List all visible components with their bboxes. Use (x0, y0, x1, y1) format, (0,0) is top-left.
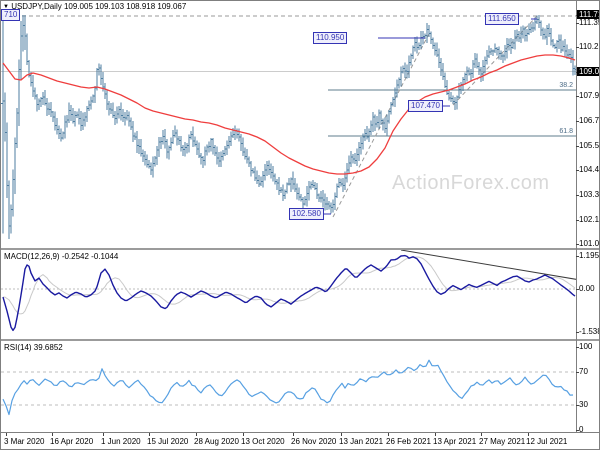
price-annotation-label[interactable]: 111.650 (485, 13, 519, 25)
price-bars (1, 15, 576, 239)
price-scale-tick (576, 146, 579, 147)
price-scale-label: 111.350 (579, 18, 599, 27)
date-scale-label: 26 Feb 2021 (386, 437, 431, 446)
date-scale-label: 16 Apr 2020 (50, 437, 94, 446)
macd-main-line (2, 254, 576, 332)
watermark: ActionForex.com (392, 172, 550, 194)
date-scale-label: 1 Jun 2020 (101, 437, 141, 446)
fib-level-label: 61.8 (559, 128, 573, 135)
price-scale-tick (576, 195, 579, 196)
price-scale[interactable]: 111.710111.350 110.210 109.067 107.900 106.7… (576, 1, 600, 434)
macd-scale-label: 0.00 (579, 284, 595, 293)
price-scale-border (576, 1, 577, 432)
rsi-scale-tick (576, 405, 579, 406)
rsi-panel[interactable] (1, 341, 576, 432)
price-scale-tick (576, 47, 579, 48)
date-scale-tick (481, 433, 482, 436)
date-scale-label: 15 Jul 2020 (147, 437, 189, 446)
price-scale-tick (576, 170, 579, 171)
date-scale-tick (341, 433, 342, 436)
macd-scale-label: 1.1955 (579, 251, 600, 260)
price-scale-label-highlighted: 111.710 (577, 10, 599, 19)
price-scale-tick (576, 244, 579, 245)
rsi-line (2, 359, 574, 416)
chart-marker-icon: ▼ (3, 4, 9, 10)
date-scale-label: 27 May 2021 (479, 437, 526, 446)
ohlc-values: 109.005 109.103 108.918 109.067 (63, 2, 187, 11)
date-scale-label: 13 Apr 2021 (433, 437, 477, 446)
price-scale-label: 101.000 (579, 239, 600, 248)
date-scale-tick (388, 433, 389, 436)
price-scale-label: 107.900 (579, 91, 600, 100)
price-scale-label: 103.310 (579, 190, 600, 199)
macd-scale-tick (576, 332, 579, 333)
date-scale-tick (196, 433, 197, 436)
price-annotation-label[interactable]: 102.580 (289, 208, 324, 220)
price-scale-tick (576, 121, 579, 122)
macd-trendline (400, 250, 576, 280)
date-scale-tick (293, 433, 294, 436)
date-scale-tick (6, 433, 7, 436)
chart-header: ▼ USDJPY,Daily 109.005 109.103 108.918 1… (3, 2, 186, 11)
macd-name: MACD(12,26,9) (4, 252, 60, 261)
date-scale-tick (103, 433, 104, 436)
price-annotation-label[interactable]: 710 (1, 9, 21, 21)
date-scale-tick (52, 433, 53, 436)
rsi-scale-label: 0 (579, 425, 584, 434)
price-scale-label: 102.140 (579, 215, 600, 224)
macd-panel[interactable] (1, 250, 576, 339)
price-scale-label: 105.590 (579, 141, 600, 150)
price-chart-panel[interactable]: ActionForex.com ▼ USDJPY,Daily 109.005 1… (1, 1, 576, 248)
price-scale-label-highlighted: 109.067 (577, 67, 599, 76)
macd-scale-tick (576, 289, 579, 290)
date-scale-label: 28 Aug 2020 (194, 437, 239, 446)
price-scale-label: 110.210 (579, 42, 599, 51)
rsi-scale-label: 70 (579, 367, 588, 376)
moving-average-line (2, 54, 576, 175)
rsi-scale-label: 100 (579, 342, 593, 351)
date-scale-label: 13 Oct 2020 (241, 437, 285, 446)
date-scale-tick (149, 433, 150, 436)
price-scale-label: 104.450 (579, 165, 600, 174)
price-annotation-label[interactable]: 107.470 (408, 100, 443, 112)
price-scale-label: 106.760 (579, 116, 600, 125)
date-scale-tick (528, 433, 529, 436)
date-scale-label: 3 Mar 2020 (4, 437, 45, 446)
rsi-value: 39.6852 (33, 343, 63, 352)
price-annotation-label[interactable]: 110.950 (313, 32, 348, 44)
rsi-title: RSI(14) 39.6852 (4, 343, 63, 352)
date-scale-label: 26 Nov 2020 (291, 437, 337, 446)
macd-title: MACD(12,26,9) -0.2542 -0.1044 (4, 252, 118, 261)
date-scale-tick (243, 433, 244, 436)
price-scale-tick (576, 96, 579, 97)
rsi-scale-tick (576, 372, 579, 373)
macd-scale-tick (576, 256, 579, 257)
rsi-scale-tick (576, 430, 579, 431)
macd-values: -0.2542 -0.1044 (61, 252, 119, 261)
date-scale-label: 13 Jan 2021 (339, 437, 384, 446)
price-scale-tick (576, 23, 579, 24)
price-scale-tick (576, 220, 579, 221)
date-scale-label: 12 Jul 2021 (526, 437, 568, 446)
macd-scale-label: -1.5387 (579, 327, 599, 336)
panel-separator[interactable] (1, 339, 599, 341)
rsi-scale-label: 30 (579, 400, 588, 409)
date-scale-tick (435, 433, 436, 436)
fib-level-label: 38.2 (559, 82, 573, 89)
macd-signal-line (3, 256, 576, 315)
symbol-period-label: USDJPY,Daily (11, 2, 62, 11)
macd-canvas[interactable] (1, 250, 576, 339)
date-scale[interactable]: 3 Mar 2020 16 Apr 2020 1 Jun 2020 15 Jul 20… (1, 432, 599, 449)
rsi-canvas[interactable] (1, 341, 576, 432)
rsi-scale-tick (576, 347, 579, 348)
panel-separator[interactable] (1, 248, 599, 250)
price-chart-canvas[interactable] (1, 1, 576, 248)
rsi-name: RSI(14) (4, 343, 32, 352)
